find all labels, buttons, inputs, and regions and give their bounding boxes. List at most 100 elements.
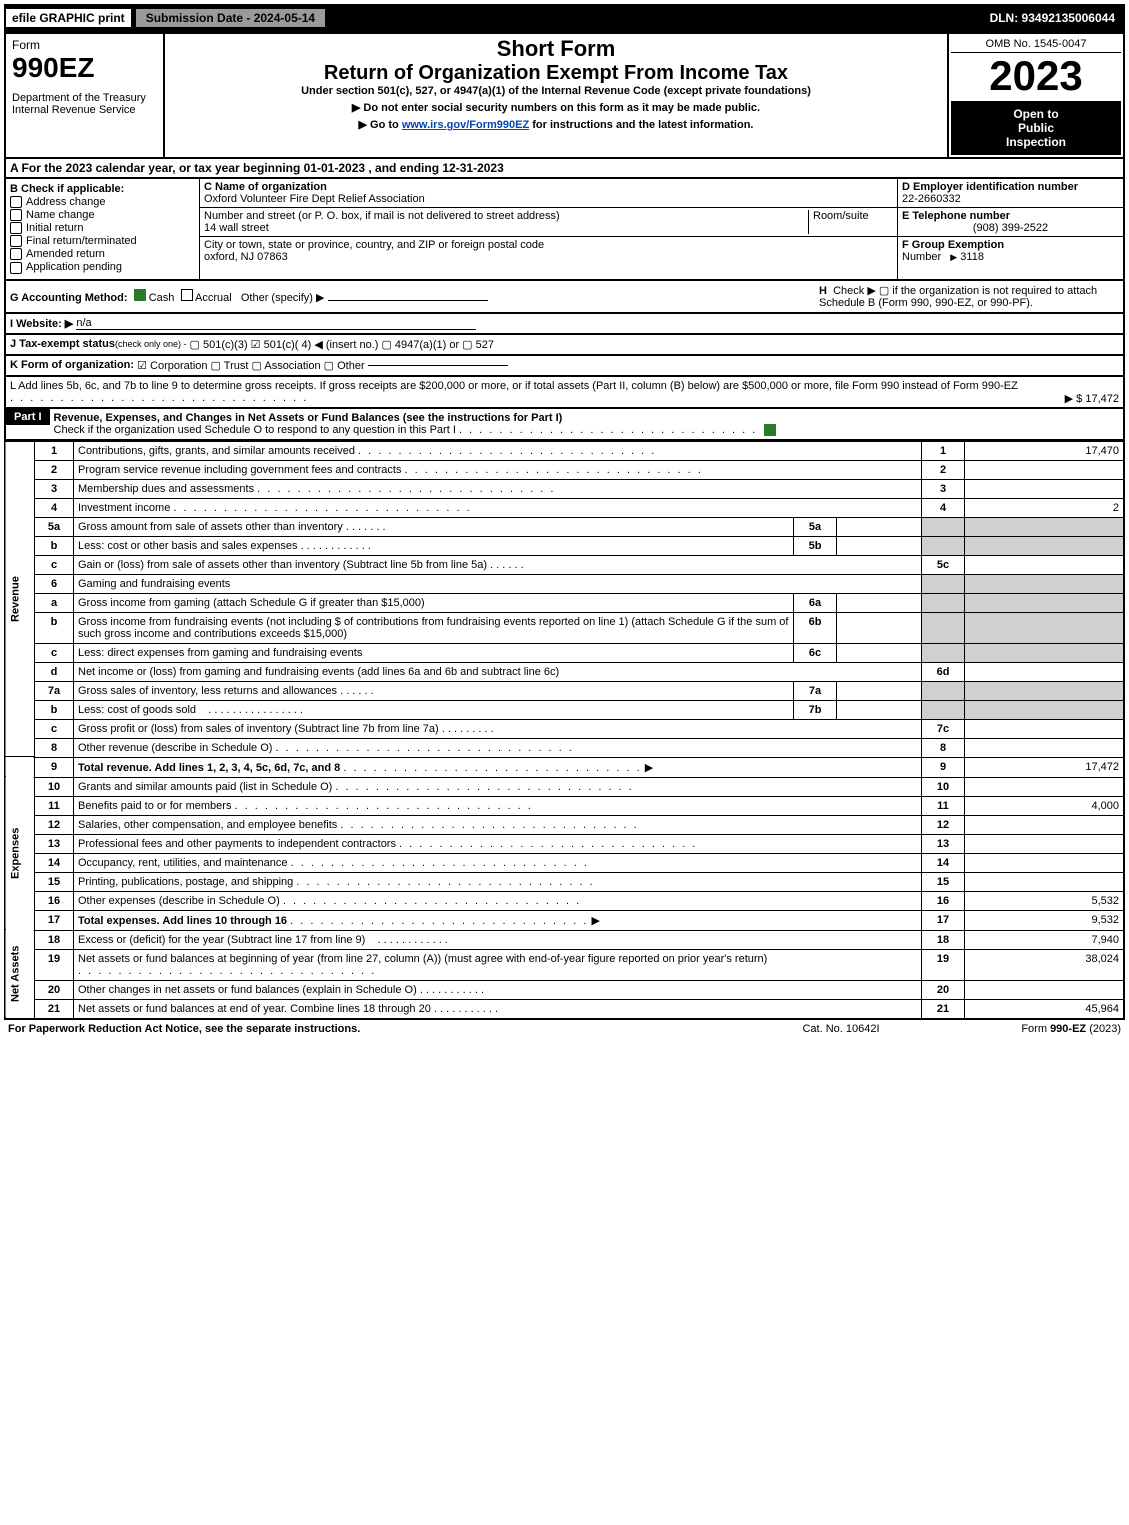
line-6a-desc: Gross income from gaming (attach Schedul…: [78, 597, 425, 609]
check-application-pending[interactable]: Application pending: [10, 261, 195, 273]
goto-link[interactable]: Go to www.irs.gov/Form990EZ for instruct…: [169, 118, 943, 131]
d-label: D Employer identification number: [902, 181, 1078, 193]
line-8-desc: Other revenue (describe in Schedule O): [78, 742, 272, 754]
form-header: Form 990EZ Department of the Treasury In…: [4, 32, 1125, 159]
form-number: 990EZ: [12, 52, 157, 84]
part-i-badge: Part I: [6, 409, 50, 425]
paperwork-notice: For Paperwork Reduction Act Notice, see …: [8, 1023, 741, 1035]
street-cell: Number and street (or P. O. box, if mail…: [200, 208, 897, 237]
row-k: K Form of organization: ☑ Corporation ▢ …: [4, 356, 1125, 377]
line-1-num: 1: [35, 441, 74, 460]
dln: DLN: 93492135006044: [982, 9, 1123, 27]
top-bar: efile GRAPHIC print Submission Date - 20…: [4, 4, 1125, 32]
street: 14 wall street: [204, 222, 269, 234]
phone-cell: E Telephone number (908) 399-2522: [898, 208, 1123, 237]
f-label: F Group Exemption: [902, 239, 1004, 251]
line-6a-input[interactable]: [837, 593, 922, 612]
efile-label[interactable]: efile GRAPHIC print: [6, 9, 131, 27]
ein-cell: D Employer identification number 22-2660…: [898, 179, 1123, 208]
line-6c-input[interactable]: [837, 643, 922, 662]
schedule-o-checkbox[interactable]: [764, 424, 776, 436]
org-name: Oxford Volunteer Fire Dept Relief Associ…: [204, 193, 425, 205]
open-line3: Inspection: [953, 135, 1119, 149]
j-label: J Tax-exempt status: [10, 338, 115, 350]
line-20-amount: [965, 980, 1125, 999]
city: oxford, NJ 07863: [204, 251, 288, 263]
dept-label: Department of the Treasury: [12, 92, 157, 104]
org-name-cell: C Name of organization Oxford Volunteer …: [200, 179, 897, 208]
line-9-amount: 17,472: [965, 757, 1125, 777]
city-label: City or town, state or province, country…: [204, 239, 544, 251]
c-label: C Name of organization: [204, 181, 327, 193]
irs-link[interactable]: www.irs.gov/Form990EZ: [402, 119, 529, 131]
net-assets-side-label: Net Assets: [5, 930, 35, 1018]
check-initial-return[interactable]: Initial return: [10, 222, 195, 234]
line-7b-input[interactable]: [837, 700, 922, 719]
group-number: 3118: [960, 251, 984, 263]
line-a: A For the 2023 calendar year, or tax yea…: [4, 159, 1125, 179]
line-21-desc: Net assets or fund balances at end of ye…: [78, 1003, 431, 1015]
line-6b-input[interactable]: [837, 612, 922, 643]
line-5c-amount: [965, 555, 1125, 574]
g-label: G Accounting Method:: [10, 292, 128, 304]
expenses-side-label: Expenses: [5, 777, 35, 930]
check-amended-return[interactable]: Amended return: [10, 248, 195, 260]
header-center: Short Form Return of Organization Exempt…: [165, 34, 947, 157]
line-5b-desc: Less: cost or other basis and sales expe…: [78, 540, 298, 552]
line-18-desc: Excess or (deficit) for the year (Subtra…: [78, 934, 365, 946]
city-cell: City or town, state or province, country…: [200, 237, 897, 265]
website-value: n/a: [76, 317, 476, 330]
line-5b-input[interactable]: [837, 536, 922, 555]
org-info-grid: B Check if applicable: Address change Na…: [4, 179, 1125, 281]
line-9-desc: Total revenue. Add lines 1, 2, 3, 4, 5c,…: [78, 762, 340, 774]
k-label: K Form of organization:: [10, 359, 134, 371]
part-i-table: Revenue 1 Contributions, gifts, grants, …: [4, 441, 1125, 1019]
line-7a-desc: Gross sales of inventory, less returns a…: [78, 685, 337, 697]
check-address-change[interactable]: Address change: [10, 196, 195, 208]
submission-date: Submission Date - 2024-05-14: [135, 8, 326, 28]
line-7a-input[interactable]: [837, 681, 922, 700]
line-1-amount: 17,470: [965, 441, 1125, 460]
line-17-amount: 9,532: [965, 910, 1125, 930]
line-1-box: 1: [922, 441, 965, 460]
line-11-amount: 4,000: [965, 796, 1125, 815]
check-final-return[interactable]: Final return/terminated: [10, 235, 195, 247]
b-title: B Check if applicable:: [10, 183, 195, 195]
line-6b-desc: Gross income from fundraising events (no…: [78, 616, 788, 640]
line-18-amount: 7,940: [965, 930, 1125, 949]
line-19-amount: 38,024: [965, 949, 1125, 980]
line-13-amount: [965, 834, 1125, 853]
line-5a-desc: Gross amount from sale of assets other t…: [78, 521, 343, 533]
cat-number: Cat. No. 10642I: [741, 1023, 941, 1035]
line-5a-input[interactable]: [837, 517, 922, 536]
k-other-input[interactable]: [368, 365, 508, 366]
line-17-desc: Total expenses. Add lines 10 through 16: [78, 915, 287, 927]
line-13-desc: Professional fees and other payments to …: [78, 838, 396, 850]
revenue-side-label: Revenue: [5, 441, 35, 757]
line-14-amount: [965, 853, 1125, 872]
group-exemption-cell: F Group Exemption Number ▶ 3118: [898, 237, 1123, 265]
omb-number: OMB No. 1545-0047: [951, 36, 1121, 53]
tax-year: 2023: [951, 53, 1121, 99]
check-name-change[interactable]: Name change: [10, 209, 195, 221]
return-title: Return of Organization Exempt From Incom…: [169, 62, 943, 85]
form-label: Form: [12, 38, 157, 52]
accrual-label: Accrual: [195, 292, 232, 304]
j-note: (check only one) -: [115, 339, 187, 349]
line-5c-desc: Gain or (loss) from sale of assets other…: [78, 559, 487, 571]
f-label2: Number: [902, 251, 941, 263]
accrual-checkbox[interactable]: [181, 289, 193, 301]
line-2-desc: Program service revenue including govern…: [78, 464, 401, 476]
cash-checkbox[interactable]: [134, 289, 146, 301]
line-14-desc: Occupancy, rent, utilities, and maintena…: [78, 857, 288, 869]
line-7c-desc: Gross profit or (loss) from sales of inv…: [78, 723, 439, 735]
k-options: ☑ Corporation ▢ Trust ▢ Association ▢ Ot…: [137, 359, 365, 372]
column-c: C Name of organization Oxford Volunteer …: [200, 179, 897, 279]
short-form-title: Short Form: [169, 36, 943, 62]
ssn-warning: Do not enter social security numbers on …: [169, 101, 943, 114]
l-text: L Add lines 5b, 6c, and 7b to line 9 to …: [10, 380, 1018, 392]
line-12-amount: [965, 815, 1125, 834]
line-16-amount: 5,532: [965, 891, 1125, 910]
line-1-desc: Contributions, gifts, grants, and simila…: [78, 445, 355, 457]
other-specify-input[interactable]: [328, 300, 488, 301]
